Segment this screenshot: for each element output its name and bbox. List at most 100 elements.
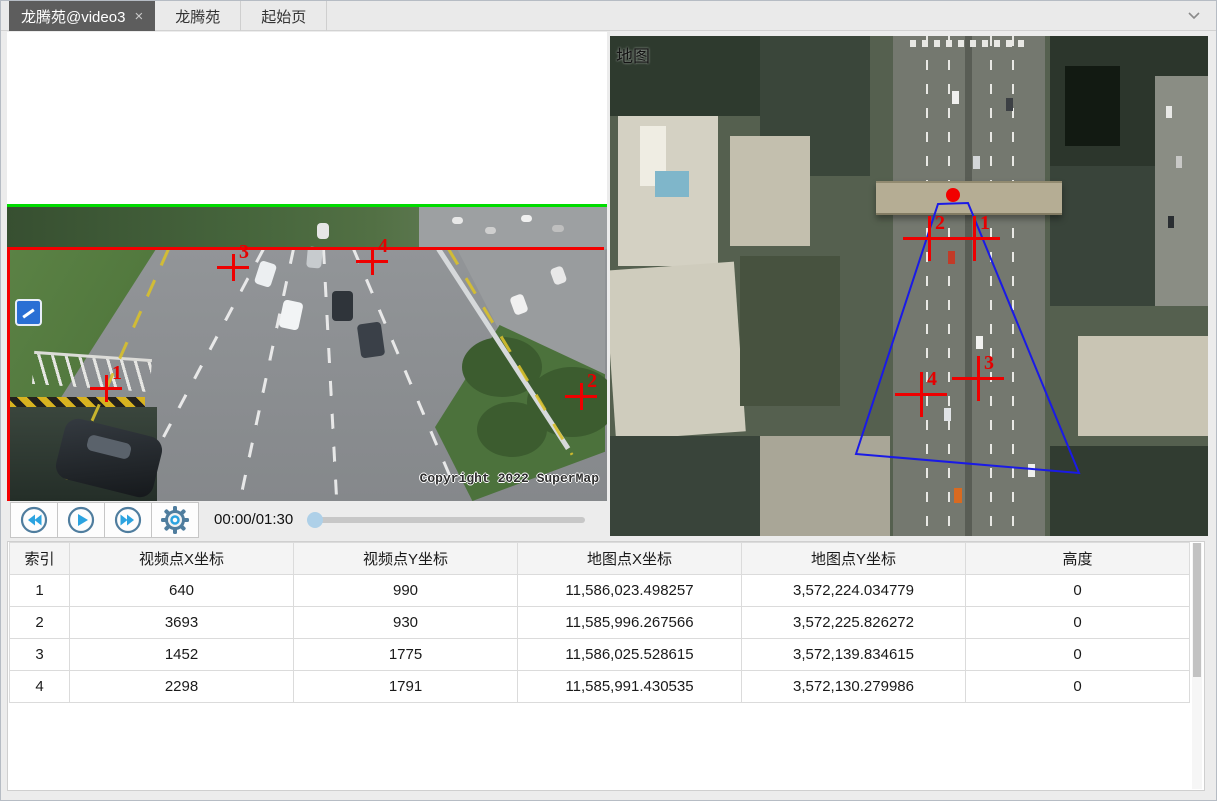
video-scene-hazard-board [7,397,145,407]
calibration-overlay [854,188,1081,475]
column-header: 视频点Y坐标 [293,542,518,575]
map-view[interactable]: 1 2 3 4 地图 [610,36,1208,536]
copyright-watermark: Copyright 2022 SuperMap [419,471,599,486]
map-title-label: 地图 [616,47,650,66]
tab-3[interactable]: 起始页 [241,1,328,31]
table-scrollbar[interactable] [1192,543,1202,789]
tab-label: 龙腾苑 [175,8,221,26]
map-lane-line [926,36,928,536]
crosshair-icon [948,236,1000,240]
table-cell: 2298 [69,670,294,703]
calibration-table: 索引 视频点X坐标 视频点Y坐标 地图点X坐标 地图点Y坐标 高度 1 640 990 11,5… [9,542,1190,703]
vehicle [332,291,353,321]
vehicle [948,251,955,264]
table-cell: 1 [9,574,70,607]
vehicle [944,408,951,421]
vehicle [952,91,959,104]
marker-label: 1 [980,212,990,234]
play-button[interactable] [57,501,105,538]
table-cell: 0 [965,574,1190,607]
calibration-table-panel: 索引 视频点X坐标 视频点Y坐标 地图点X坐标 地图点Y坐标 高度 1 640 990 11,5… [7,541,1205,791]
camera-position-dot[interactable] [946,188,960,202]
column-header: 地图点X坐标 [517,542,742,575]
video-frame[interactable]: 1 2 3 4 Copyright 2022 SuperMap [7,207,607,501]
table-cell: 4 [9,670,70,703]
video-scene-trees [7,207,437,249]
video-baseline [7,204,607,207]
map-trees [610,36,760,116]
table-cell: 1452 [69,638,294,671]
video-scene-far-road [419,207,607,249]
marker-label: 2 [935,212,945,234]
map-building [1065,66,1120,146]
calibration-polygon [854,201,1081,475]
map-crosswalk [910,40,1030,47]
seek-thumb[interactable] [307,511,324,528]
map-overpass [876,181,1062,215]
chevron-down-icon[interactable] [1188,12,1200,20]
table-cell: 1791 [293,670,518,703]
table-cell: 3 [9,638,70,671]
map-building [1078,336,1208,436]
vehicle [452,217,463,224]
map-plaza [760,436,890,536]
tab-label: 起始页 [261,8,307,26]
settings-button[interactable] [151,501,199,538]
map-building [730,136,810,246]
vehicle [973,156,980,169]
table-cell: 0 [965,638,1190,671]
marker-label: 2 [587,370,597,392]
table-row[interactable]: 2 3693 930 11,585,996.267566 3,572,225.82627… [9,606,1190,639]
table-header-row: 索引 视频点X坐标 视频点Y坐标 地图点X坐标 地图点Y坐标 高度 [9,542,1190,575]
seek-track[interactable] [307,516,586,523]
seek-slider[interactable] [307,511,586,528]
fast-forward-button[interactable] [104,501,152,538]
table-cell: 640 [69,574,294,607]
table-cell: 990 [293,574,518,607]
vehicle [521,215,532,222]
table-cell: 3,572,130.279986 [741,670,966,703]
table-cell: 11,586,023.498257 [517,574,742,607]
vehicle [485,227,496,234]
column-header: 地图点Y坐标 [741,542,966,575]
table-cell: 930 [293,606,518,639]
tab-1[interactable]: 龙腾苑@video3 × [9,1,156,31]
road-sign [15,299,42,326]
vehicle [317,223,329,239]
playback-time: 00:00/01:30 [214,511,294,528]
map-trees [740,256,840,406]
table-row[interactable]: 1 640 990 11,586,023.498257 3,572,224.034779… [9,574,1190,607]
rewind-icon [20,506,48,533]
player-button-group [10,501,199,538]
map-lane-line [1012,36,1014,536]
vehicle [1166,106,1172,118]
marker-label: 4 [378,235,388,257]
table-cell: 11,585,991.430535 [517,670,742,703]
tab-bar: 龙腾苑@video3 × 龙腾苑 起始页 [1,1,1216,31]
video-blank-area [7,32,607,204]
table-row[interactable]: 4 2298 1791 11,585,991.430535 3,572,130.2799… [9,670,1190,703]
column-header: 高度 [965,542,1190,575]
crosshair-icon [356,259,388,263]
vehicle [1028,464,1035,477]
scrollbar-thumb[interactable] [1193,543,1201,677]
map-lane-line [948,36,950,536]
vehicle [1176,156,1182,168]
tree [477,402,547,457]
vehicle [1168,216,1174,228]
column-header: 索引 [9,542,70,575]
rewind-button[interactable] [10,501,58,538]
table-cell: 0 [965,606,1190,639]
table-cell: 3693 [69,606,294,639]
table-row[interactable]: 3 1452 1775 11,586,025.528615 3,572,139.8346… [9,638,1190,671]
map-trees [610,436,760,536]
tab-2[interactable]: 龙腾苑 [155,1,242,31]
map-parking [1155,76,1208,306]
close-icon[interactable]: × [134,7,144,25]
crosshair-icon [895,392,947,396]
marker-label: 3 [984,352,994,374]
vehicle [552,225,564,232]
marker-label: 4 [927,368,937,390]
column-header: 视频点X坐标 [69,542,294,575]
table-cell: 3,572,139.834615 [741,638,966,671]
